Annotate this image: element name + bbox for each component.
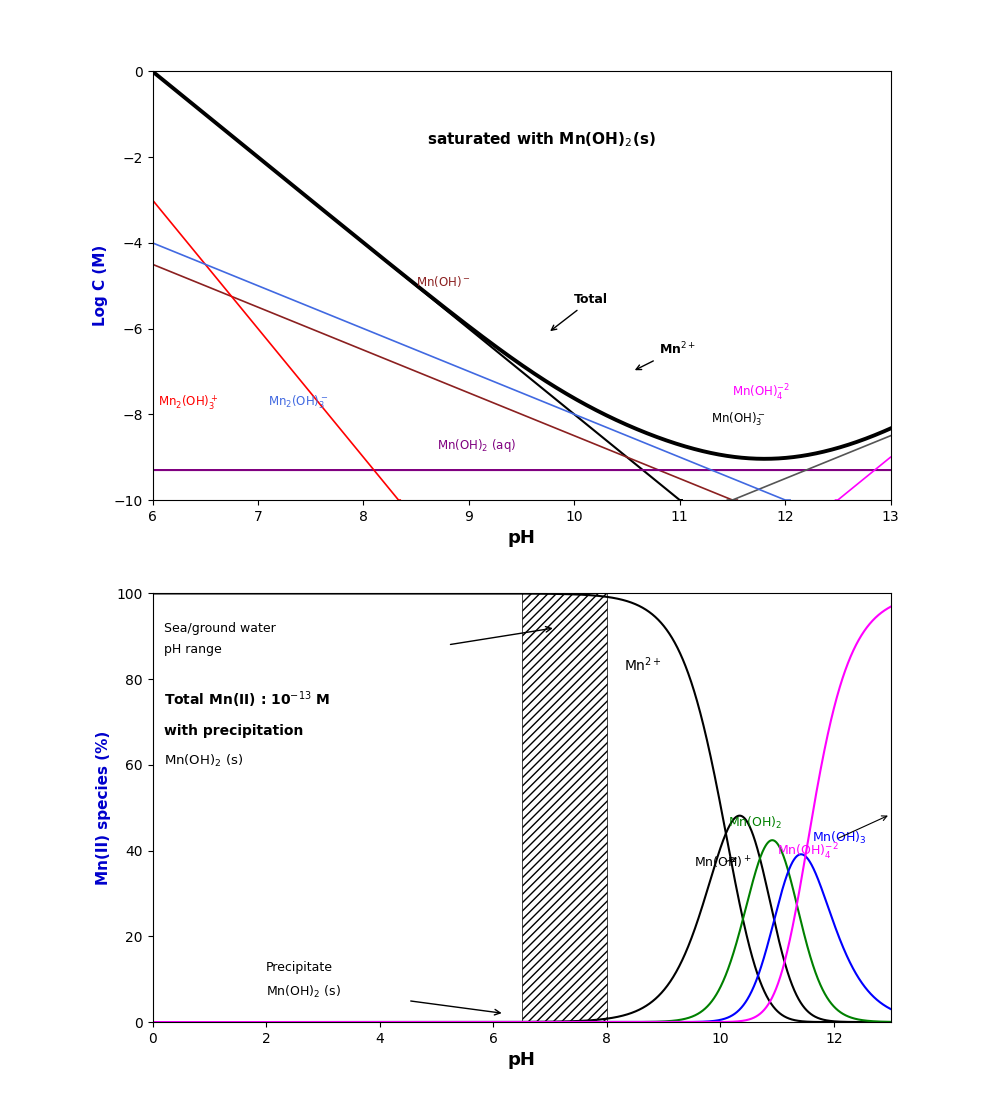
Text: Mn(OH)$^-$: Mn(OH)$^-$ (416, 274, 470, 289)
Text: pH range: pH range (164, 644, 221, 656)
Text: Mn(OH)$_2$ (s): Mn(OH)$_2$ (s) (164, 753, 243, 769)
Text: Mn(OH)$^+$: Mn(OH)$^+$ (695, 854, 752, 870)
Bar (522, 593, 607, 1022)
Text: Precipitate: Precipitate (266, 961, 333, 974)
Text: Total: Total (551, 293, 608, 330)
Text: Mn(OH)$_4^{-2}$: Mn(OH)$_4^{-2}$ (732, 384, 791, 403)
Text: Total Mn(II) : 10$^{-13}$ M: Total Mn(II) : 10$^{-13}$ M (164, 689, 330, 710)
Y-axis label: Mn(II) species (%): Mn(II) species (%) (95, 731, 111, 885)
Text: Mn(OH)$_4^{-2}$: Mn(OH)$_4^{-2}$ (777, 815, 887, 862)
Text: Mn$^{2+}$: Mn$^{2+}$ (636, 341, 696, 369)
X-axis label: pH: pH (508, 530, 535, 547)
Text: Mn(OH)$_2$: Mn(OH)$_2$ (728, 815, 782, 832)
Text: Sea/ground water: Sea/ground water (164, 622, 276, 635)
X-axis label: pH: pH (508, 1052, 535, 1069)
Text: Mn(OH)$_3^-$: Mn(OH)$_3^-$ (711, 411, 766, 429)
Text: Mn(OH)$_2$ (s): Mn(OH)$_2$ (s) (266, 985, 341, 1000)
Y-axis label: Log C (M): Log C (M) (93, 245, 108, 326)
Text: Mn(OH)$_3$: Mn(OH)$_3$ (813, 830, 867, 845)
Text: saturated with Mn(OH)$_2$(s): saturated with Mn(OH)$_2$(s) (427, 131, 655, 149)
Text: Mn$_2$(OH)$_3^+$: Mn$_2$(OH)$_3^+$ (157, 392, 218, 412)
Text: Mn(OH)$_2$ (aq): Mn(OH)$_2$ (aq) (437, 436, 517, 454)
Text: Mn$^{2+}$: Mn$^{2+}$ (624, 655, 661, 674)
Text: with precipitation: with precipitation (164, 724, 303, 737)
Text: Mn$_2$(OH)$_3^-$: Mn$_2$(OH)$_3^-$ (269, 393, 329, 411)
